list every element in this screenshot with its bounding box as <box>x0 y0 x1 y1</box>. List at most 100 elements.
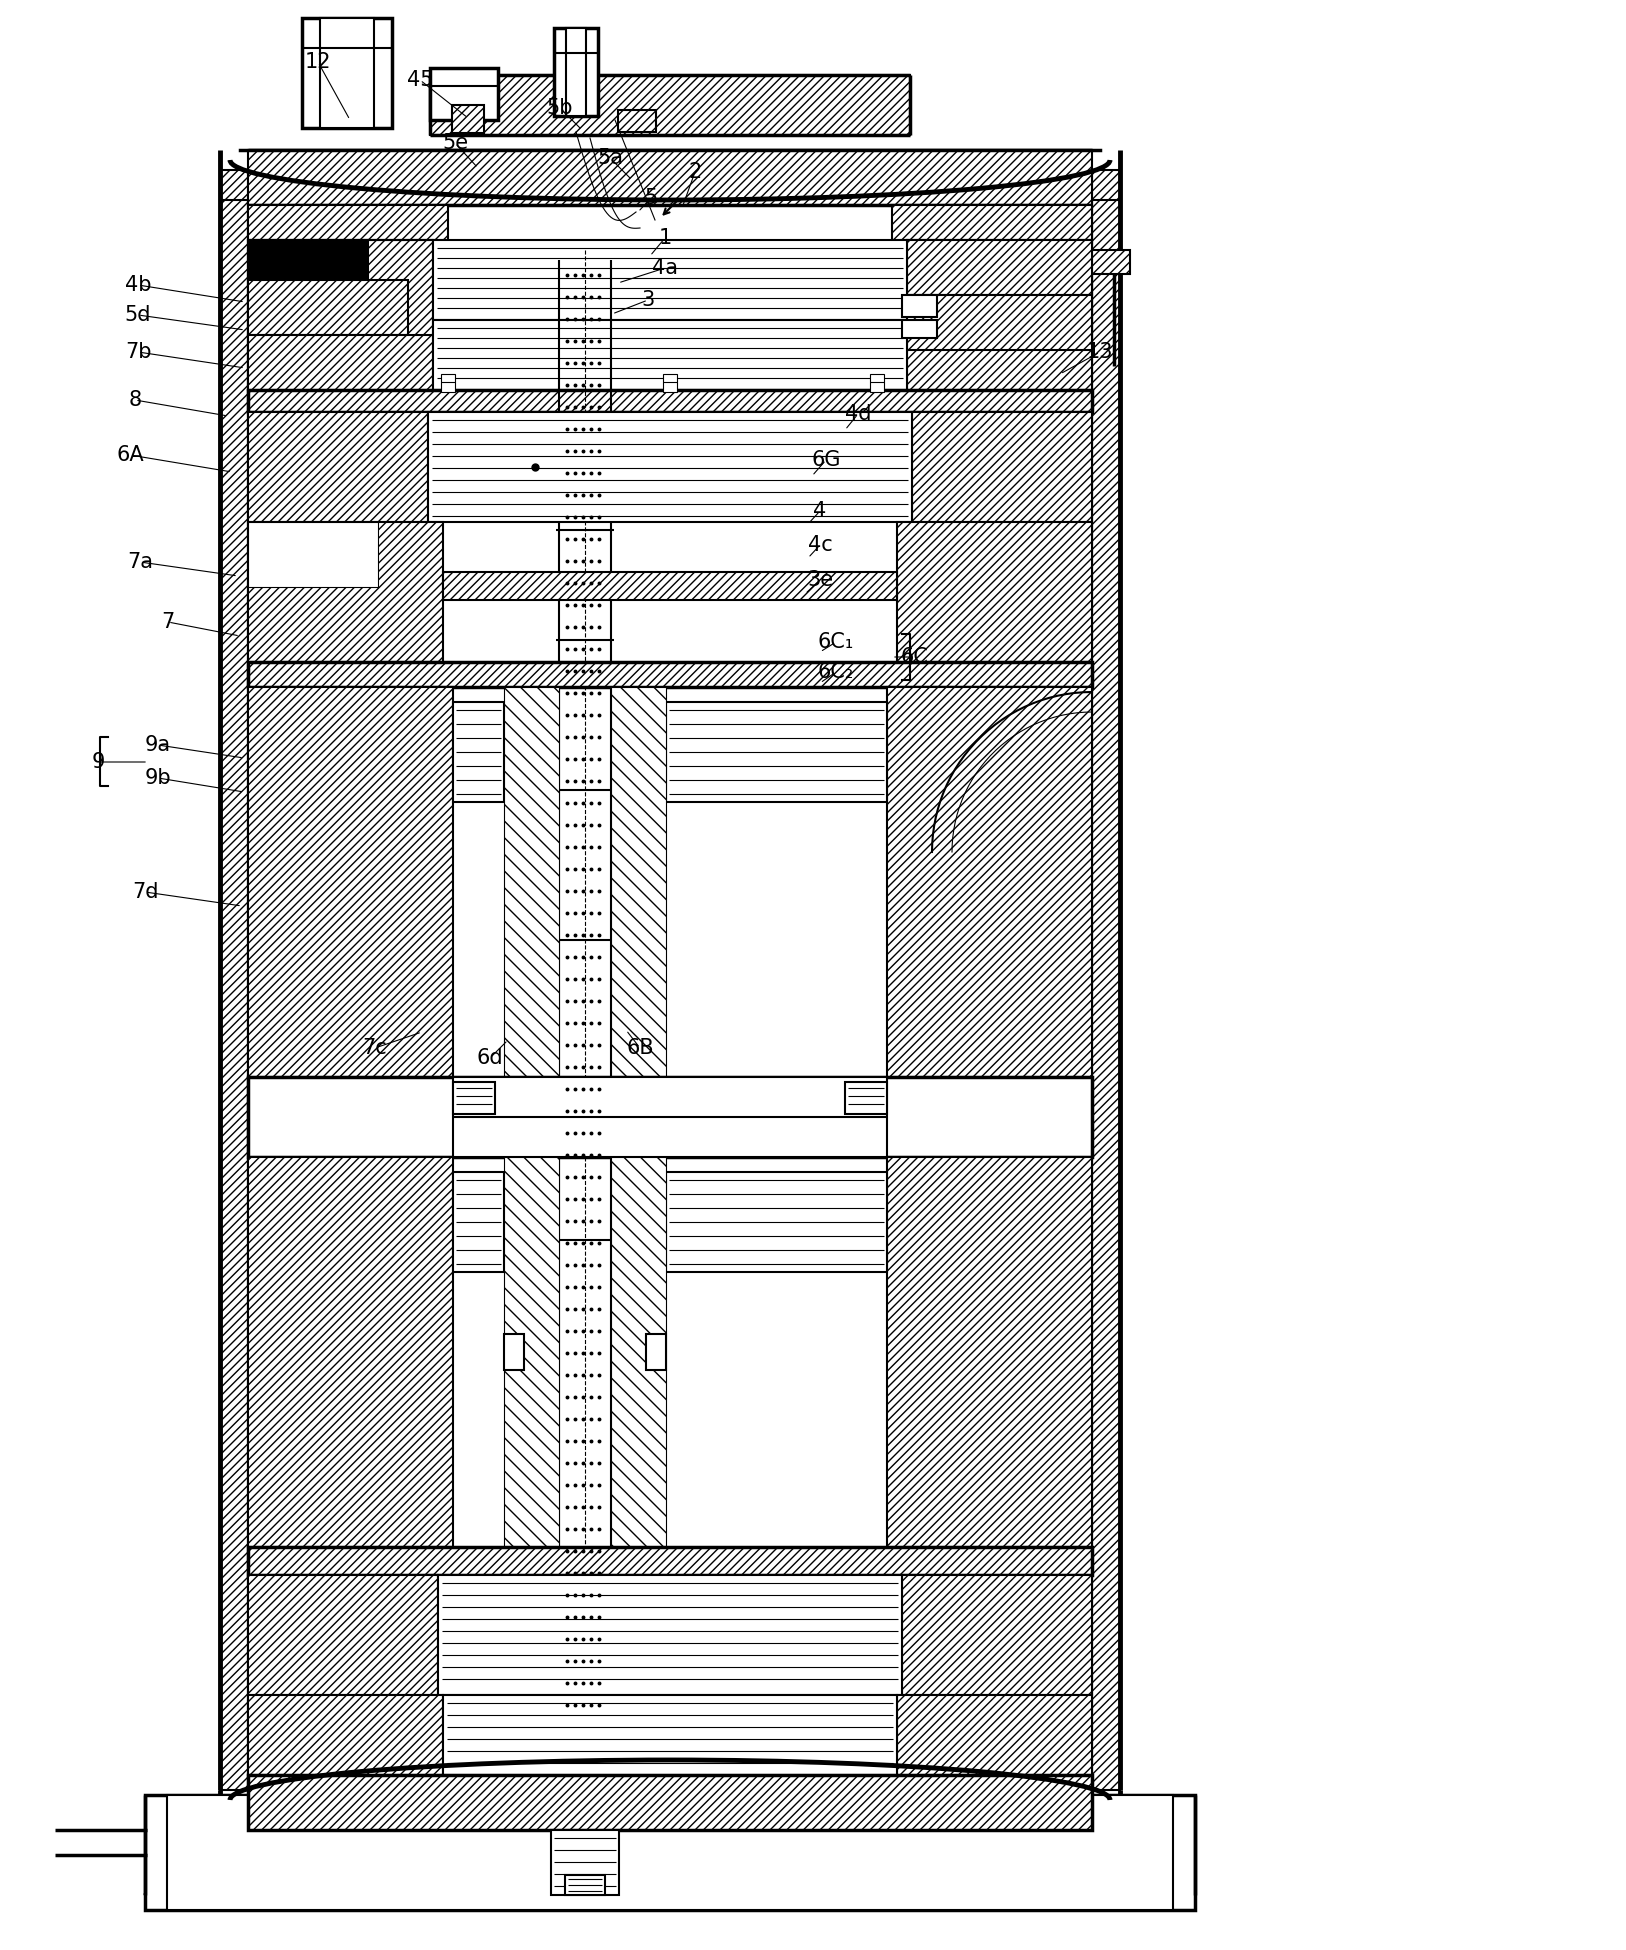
Bar <box>320 18 374 129</box>
Bar <box>454 702 504 801</box>
Text: 4d: 4d <box>846 404 872 423</box>
Text: 1: 1 <box>659 228 672 248</box>
Bar <box>504 686 559 1076</box>
Bar <box>618 109 655 133</box>
Bar <box>433 240 907 320</box>
Bar <box>504 1334 524 1371</box>
Bar <box>646 1334 667 1371</box>
Bar <box>888 1156 1093 1546</box>
Bar <box>611 686 667 1076</box>
Bar <box>907 240 1093 390</box>
Bar <box>893 205 1093 240</box>
Bar <box>907 294 1093 349</box>
Bar <box>898 523 1093 661</box>
Text: 5a: 5a <box>597 148 623 168</box>
Bar <box>249 150 1093 205</box>
Bar <box>504 1156 559 1546</box>
Text: 4c: 4c <box>808 534 833 556</box>
Text: 9b: 9b <box>145 768 171 788</box>
Bar <box>249 1695 442 1774</box>
Bar <box>220 170 249 1790</box>
Bar <box>551 1829 620 1895</box>
Bar <box>249 661 1093 686</box>
Text: 2: 2 <box>688 162 702 181</box>
Bar <box>437 1576 902 1695</box>
Text: 6C₂: 6C₂ <box>818 661 854 682</box>
Bar <box>249 205 449 240</box>
Text: 6d: 6d <box>476 1047 504 1069</box>
Bar <box>454 1172 504 1271</box>
Text: 4: 4 <box>813 501 826 521</box>
Bar <box>442 1695 898 1774</box>
Bar <box>249 1546 1093 1576</box>
Text: 6C: 6C <box>901 647 928 667</box>
Bar <box>1093 170 1120 1790</box>
Text: 9a: 9a <box>145 735 171 755</box>
Bar <box>249 523 442 661</box>
Bar <box>249 281 408 335</box>
Text: 4b: 4b <box>125 275 151 294</box>
Bar <box>870 374 885 392</box>
Text: 6B: 6B <box>626 1037 654 1059</box>
Text: 13: 13 <box>1086 341 1114 363</box>
Bar <box>167 1796 1172 1909</box>
Bar <box>454 1082 494 1113</box>
Bar <box>441 374 455 392</box>
Text: 5b: 5b <box>546 98 574 119</box>
Bar <box>667 1172 888 1271</box>
Bar <box>428 411 912 523</box>
Text: 12: 12 <box>304 53 332 72</box>
Bar <box>902 1576 1093 1695</box>
Bar <box>888 686 1093 1076</box>
Text: 3: 3 <box>641 291 655 310</box>
Text: 7a: 7a <box>127 552 153 571</box>
Bar <box>429 74 911 135</box>
Bar <box>554 27 598 115</box>
Text: 7d: 7d <box>132 881 158 903</box>
Bar <box>611 1156 667 1546</box>
Bar <box>302 18 392 129</box>
Bar <box>249 1774 1093 1829</box>
Bar <box>907 240 1093 294</box>
Text: 7: 7 <box>161 612 174 632</box>
Bar <box>249 240 367 281</box>
Bar <box>663 374 676 392</box>
Bar <box>902 294 937 318</box>
Bar <box>912 411 1093 523</box>
Text: 5d: 5d <box>125 304 151 326</box>
Bar <box>249 1156 454 1546</box>
Bar <box>902 320 937 337</box>
Bar <box>249 411 428 523</box>
Bar <box>429 68 498 121</box>
Bar <box>145 1796 1195 1909</box>
Bar <box>566 27 585 115</box>
Text: 7b: 7b <box>125 341 151 363</box>
Bar <box>454 1076 888 1156</box>
Bar <box>249 523 377 587</box>
Text: 6C₁: 6C₁ <box>818 632 854 651</box>
Bar <box>249 1076 1093 1156</box>
Text: 7c: 7c <box>363 1037 387 1059</box>
Bar <box>846 1082 888 1113</box>
Bar <box>1059 250 1130 275</box>
Bar <box>433 320 907 390</box>
Text: 6G: 6G <box>811 450 841 470</box>
Text: 9: 9 <box>91 753 104 772</box>
Text: 8: 8 <box>128 390 141 409</box>
Text: 5e: 5e <box>442 133 468 152</box>
Bar <box>249 335 433 390</box>
Bar <box>452 105 485 133</box>
Text: 3e: 3e <box>806 569 833 591</box>
Text: 45: 45 <box>406 70 433 90</box>
Bar <box>249 686 454 1076</box>
Bar <box>249 390 1093 411</box>
Text: 5: 5 <box>644 187 657 209</box>
Bar <box>564 1876 605 1895</box>
Bar <box>249 1576 437 1695</box>
Bar <box>249 240 433 390</box>
Text: 6A: 6A <box>115 445 143 464</box>
Bar <box>442 571 898 601</box>
Bar <box>667 702 888 801</box>
Text: 4a: 4a <box>652 257 678 279</box>
Bar <box>898 1695 1093 1774</box>
